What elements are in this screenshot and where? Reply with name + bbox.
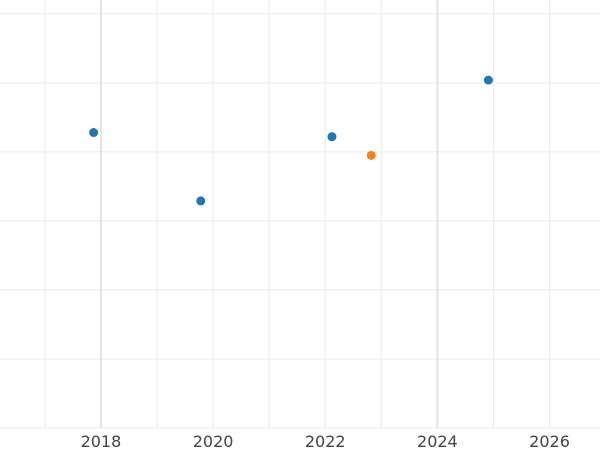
x-tick-label: 2018 (81, 432, 122, 450)
x-tick-label: 2026 (529, 432, 570, 450)
y-gridlines (0, 13, 600, 429)
data-point (89, 128, 99, 138)
data-point (483, 75, 493, 85)
data-point (327, 132, 337, 142)
data-point (196, 196, 206, 206)
x-tick-label: 2024 (417, 432, 458, 450)
x-tick-labels: 2018 2020 2022 2024 2026 (81, 432, 570, 450)
x-tick-label: 2020 (193, 432, 234, 450)
data-point (366, 150, 376, 160)
x-tick-label: 2022 (305, 432, 346, 450)
x-gridlines (44, 0, 551, 428)
data-points (89, 75, 493, 206)
